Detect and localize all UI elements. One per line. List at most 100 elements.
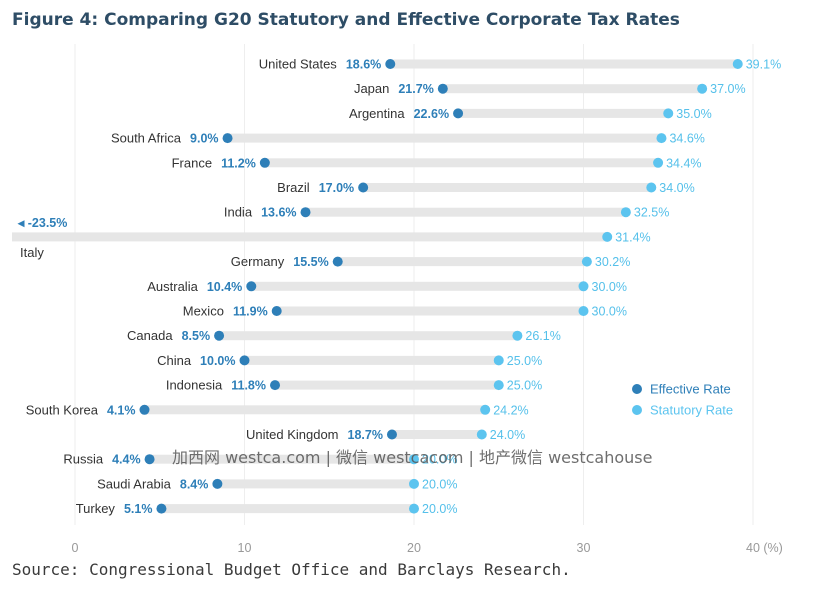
country-label: Japan — [354, 81, 389, 96]
effective-point — [246, 281, 257, 292]
country-label: France — [172, 155, 212, 170]
country-label: Indonesia — [166, 378, 223, 393]
country-label: Russia — [63, 452, 104, 467]
effective-value-label: 8.4% — [180, 477, 209, 491]
range-bar — [161, 504, 414, 514]
effective-point — [385, 59, 396, 69]
statutory-point — [620, 207, 631, 218]
x-tick-label: 40 (%) — [746, 541, 783, 555]
statutory-value-label: 25.0% — [507, 379, 542, 393]
statutory-value-label: 24.2% — [493, 403, 528, 417]
effective-point — [271, 306, 282, 316]
range-bar — [390, 59, 738, 69]
country-label: China — [157, 353, 192, 368]
effective-point — [212, 478, 223, 489]
effective-value-label: 11.9% — [233, 305, 268, 319]
country-label: Argentina — [349, 106, 405, 121]
effective-value-label: 9.0% — [190, 132, 219, 146]
country-label: United States — [259, 57, 338, 72]
effective-point — [156, 503, 167, 514]
legend-effective-label: Effective Rate — [650, 382, 731, 397]
effective-value-label: 17.0% — [319, 181, 354, 195]
statutory-point — [732, 59, 743, 69]
country-label: Saudi Arabia — [97, 476, 171, 491]
statutory-point — [578, 306, 589, 316]
range-bar — [217, 479, 414, 489]
effective-value-label: 10.4% — [207, 280, 242, 294]
effective-point — [453, 108, 464, 119]
statutory-value-label: 34.0% — [659, 181, 694, 195]
statutory-value-label: 35.0% — [676, 107, 711, 121]
country-label: Canada — [127, 328, 173, 343]
effective-point — [239, 355, 250, 366]
effective-value-label: 11.8% — [231, 379, 266, 393]
statutory-value-label: 25.0% — [507, 354, 542, 368]
x-tick-label: 30 — [577, 541, 591, 555]
range-bar — [276, 306, 584, 316]
statutory-value-label: 30.0% — [592, 280, 627, 294]
chart-title: Figure 4: Comparing G20 Statutory and Ef… — [12, 10, 680, 30]
range-bar — [227, 133, 662, 143]
effective-point — [300, 207, 311, 218]
statutory-point — [602, 231, 613, 242]
effective-point — [332, 256, 343, 267]
statutory-value-label: 34.6% — [669, 132, 704, 146]
effective-point — [386, 429, 397, 440]
range-bar — [337, 257, 587, 267]
range-bar — [363, 183, 652, 192]
effective-value-label: 22.6% — [414, 107, 449, 121]
country-label: Australia — [147, 279, 198, 294]
x-tick-label: 0 — [72, 541, 79, 555]
country-label: United Kingdom — [246, 427, 339, 442]
effective-point — [358, 182, 369, 193]
range-bar — [12, 232, 608, 242]
effective-point — [259, 157, 270, 168]
range-bar — [305, 207, 626, 217]
watermark-text: 加西网 westca.com | 微信 westcacom | 地产微信 wes… — [172, 448, 653, 467]
legend-statutory-label: Statutory Rate — [650, 403, 733, 418]
statutory-point — [409, 478, 419, 489]
effective-value-label: 18.7% — [348, 428, 383, 442]
effective-point — [222, 133, 233, 144]
legend-effective-marker — [632, 384, 642, 394]
range-bar — [144, 405, 486, 415]
statutory-point — [578, 281, 589, 292]
source-note: Source: Congressional Budget Office and … — [12, 560, 571, 579]
country-label: Turkey — [76, 501, 116, 516]
range-bar — [149, 454, 414, 464]
range-bar — [251, 281, 584, 291]
statutory-value-label: 39.1% — [746, 58, 781, 72]
range-bar — [442, 84, 703, 94]
effective-value-label: 8.5% — [182, 329, 211, 343]
statutory-value-label: 24.0% — [490, 428, 525, 442]
range-bar — [264, 158, 659, 168]
statutory-value-label: 20.0% — [422, 502, 457, 516]
statutory-point — [646, 182, 657, 193]
country-label: Brazil — [277, 180, 310, 195]
statutory-value-label: 31.4% — [615, 230, 650, 244]
statutory-value-label: 37.0% — [710, 82, 745, 96]
effective-point — [270, 380, 281, 391]
country-label: South Korea — [26, 402, 99, 417]
effective-value-label: 15.5% — [293, 255, 328, 269]
effective-value-label: 11.2% — [221, 156, 256, 170]
effective-value-label: ◂ -23.5% — [17, 216, 67, 230]
effective-value-label: 4.1% — [107, 403, 136, 417]
effective-value-label: 10.0% — [200, 354, 235, 368]
effective-value-label: 21.7% — [398, 82, 433, 96]
statutory-point — [656, 133, 667, 144]
country-label: Italy — [20, 245, 44, 260]
x-tick-label: 10 — [238, 541, 252, 555]
statutory-point — [512, 330, 523, 341]
statutory-point — [697, 83, 708, 94]
statutory-point — [409, 503, 419, 514]
effective-value-label: 18.6% — [346, 58, 381, 72]
effective-value-label: 5.1% — [124, 502, 153, 516]
country-label: India — [224, 205, 253, 220]
statutory-value-label: 34.4% — [666, 156, 701, 170]
statutory-value-label: 32.5% — [634, 206, 669, 220]
statutory-point — [476, 429, 487, 440]
effective-point — [139, 404, 150, 415]
effective-value-label: 4.4% — [112, 453, 141, 467]
country-label: Mexico — [183, 304, 224, 319]
